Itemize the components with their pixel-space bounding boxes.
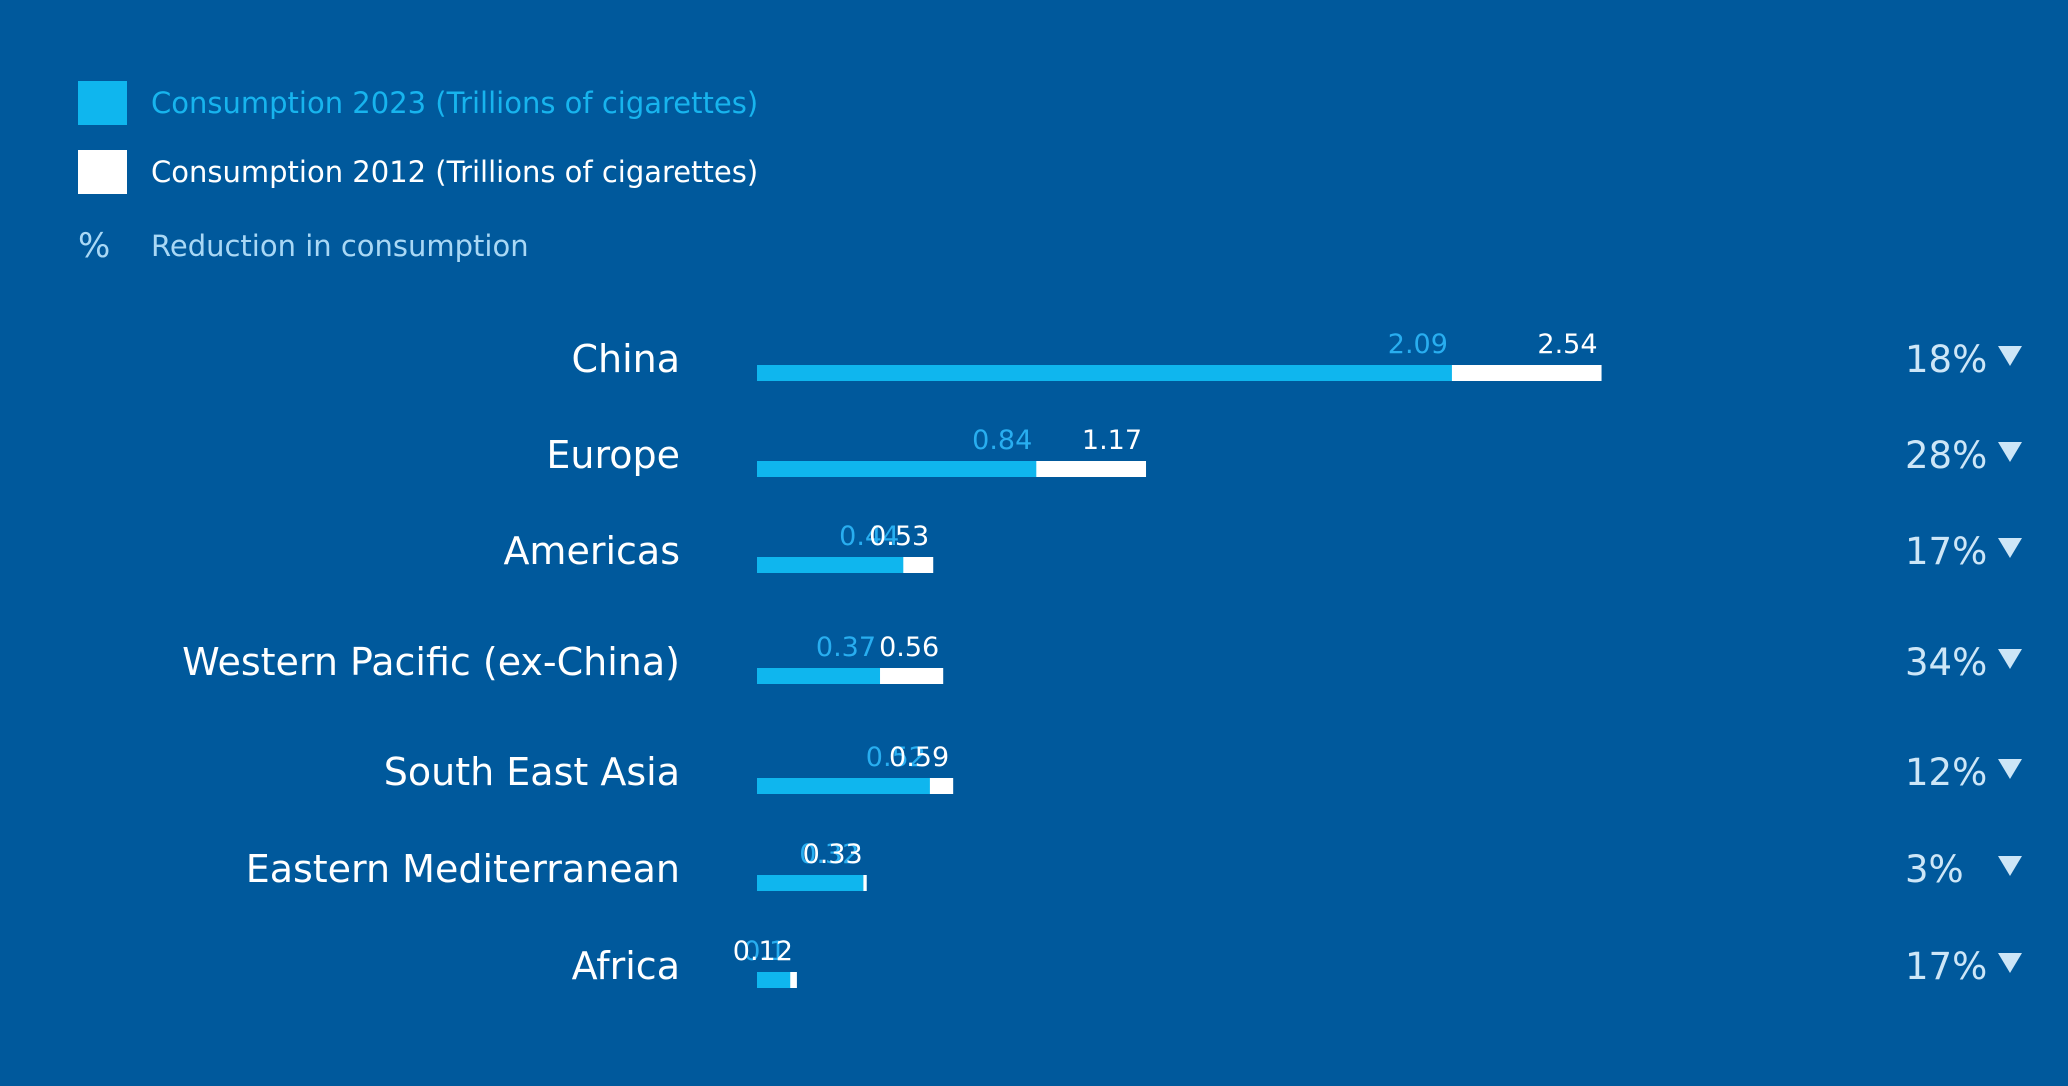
- category-label: Americas: [503, 529, 680, 573]
- legend-swatch-2012: [78, 150, 127, 194]
- value-label-2023: 0.84: [972, 425, 1032, 456]
- bar-2023: [757, 972, 791, 988]
- value-label-2012: 1.17: [1082, 425, 1142, 456]
- value-label-2012: 0.53: [869, 521, 929, 552]
- value-label-2023: 0.52: [866, 742, 926, 773]
- bar-2023: [757, 365, 1452, 381]
- bar-2023: [757, 875, 864, 891]
- legend-swatch-2023: [78, 81, 127, 125]
- down-triangle-icon: [1998, 538, 2022, 558]
- value-label-2012: 0.59: [889, 742, 949, 773]
- legend-label-2023: Consumption 2023 (Trillions of cigarette…: [151, 86, 759, 120]
- category-label: South East Asia: [384, 750, 680, 794]
- value-label-2012: 0.12: [733, 936, 793, 967]
- category-label: Europe: [546, 433, 680, 477]
- value-label-2023: 0.32: [799, 839, 859, 870]
- down-triangle-icon: [1998, 649, 2022, 669]
- value-label-2012: 0.56: [879, 632, 939, 663]
- percent-icon: %: [78, 226, 111, 266]
- reduction-label: 17%: [1905, 530, 1987, 573]
- value-label-2012: 2.54: [1537, 329, 1597, 360]
- category-label: China: [571, 337, 680, 381]
- reduction-label: 34%: [1905, 641, 1987, 684]
- legend-label-2012: Consumption 2012 (Trillions of cigarette…: [151, 155, 759, 189]
- bar-2023: [757, 668, 881, 684]
- category-label: Africa: [572, 944, 680, 988]
- value-label-2023: 2.09: [1388, 329, 1448, 360]
- reduction-label: 17%: [1905, 945, 1987, 988]
- value-label-2023: 0.37: [816, 632, 876, 663]
- bar-2023: [757, 461, 1037, 477]
- reduction-label: 3%: [1905, 848, 1964, 891]
- down-triangle-icon: [1998, 856, 2022, 876]
- category-label: Eastern Mediterranean: [246, 847, 680, 891]
- legend-item-2012: Consumption 2012 (Trillions of cigarette…: [78, 150, 758, 194]
- reduction-label: 28%: [1905, 434, 1987, 477]
- value-label-2023: 0.44: [839, 521, 899, 552]
- value-label-2023: 0.1: [743, 936, 786, 967]
- reduction-label: 18%: [1905, 338, 1987, 381]
- down-triangle-icon: [1998, 346, 2022, 366]
- category-label: Western Pacific (ex-China): [182, 640, 680, 684]
- down-triangle-icon: [1998, 953, 2022, 973]
- bar-2023: [757, 557, 904, 573]
- down-triangle-icon: [1998, 442, 2022, 462]
- reduction-label: 12%: [1905, 751, 1987, 794]
- down-triangle-icon: [1998, 759, 2022, 779]
- legend-item-reduction: % Reduction in consumption: [78, 224, 529, 268]
- legend-label-reduction: Reduction in consumption: [151, 229, 529, 263]
- value-label-2012: 0.33: [803, 839, 863, 870]
- legend-item-2023: Consumption 2023 (Trillions of cigarette…: [78, 81, 758, 125]
- bar-2023: [757, 778, 930, 794]
